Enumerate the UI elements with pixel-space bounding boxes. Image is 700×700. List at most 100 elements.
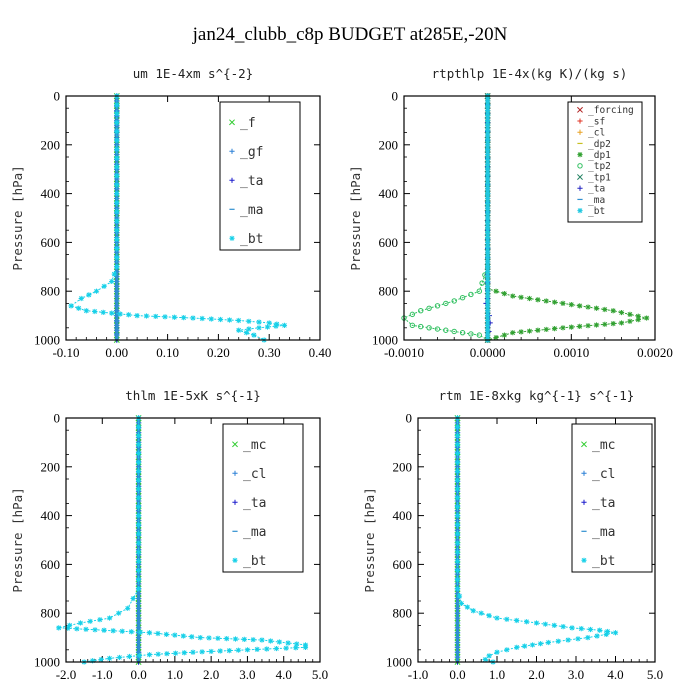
data-point: [610, 321, 616, 327]
data-point: [518, 294, 524, 300]
data-point: [486, 653, 492, 659]
data-point: [114, 120, 120, 126]
data-point: [456, 593, 463, 599]
legend-label: _dp1: [588, 150, 611, 161]
data-point: [454, 567, 461, 574]
data-point: [551, 622, 557, 628]
data-point: [114, 200, 120, 206]
data-point: [119, 628, 125, 634]
data-point: [485, 298, 491, 304]
data-point: [226, 317, 233, 323]
data-point: [246, 326, 252, 332]
data-point: [126, 312, 132, 318]
legend-label: _ta: [588, 184, 605, 195]
x-tick-label: 2.0: [203, 667, 219, 682]
data-point: [93, 288, 100, 294]
data-point: [485, 215, 491, 221]
series-line: [457, 418, 616, 663]
data-point: [593, 322, 600, 328]
data-point: [302, 644, 309, 650]
legend-box: [222, 423, 304, 573]
data-point: [246, 318, 252, 324]
legend-marker: [577, 208, 583, 214]
data-point: [409, 311, 416, 318]
data-point: [74, 626, 80, 632]
data-point: [485, 234, 491, 241]
data-point: [454, 450, 461, 457]
data-point: [454, 477, 461, 483]
plot-frame: [65, 95, 321, 341]
data-point: [485, 186, 491, 192]
data-point: [485, 239, 491, 245]
legend-marker: [577, 152, 583, 158]
data-point: [585, 304, 591, 310]
data-point: [485, 249, 491, 255]
data-point: [114, 191, 120, 197]
y-tick-label: 400: [41, 508, 61, 523]
data-point: [552, 299, 558, 305]
data-point: [264, 324, 271, 330]
legend-label: _ta: [240, 174, 263, 189]
y-tick-label: 600: [393, 557, 413, 572]
data-point: [485, 205, 491, 211]
data-point: [577, 323, 583, 330]
data-point: [83, 626, 89, 632]
data-point: [164, 651, 170, 657]
y-tick-label: 1000: [386, 655, 412, 670]
data-point: [155, 651, 161, 657]
data-point: [135, 459, 142, 465]
data-point: [130, 595, 136, 602]
y-tick-label: 800: [379, 284, 399, 299]
data-point: [526, 295, 533, 302]
data-point: [587, 626, 594, 633]
y-tick-label: 400: [379, 186, 399, 201]
legend-label: _cl: [243, 467, 266, 482]
data-point: [281, 322, 288, 328]
data-point: [568, 324, 574, 330]
data-point: [522, 643, 528, 649]
data-point: [172, 650, 179, 656]
data-point: [454, 549, 461, 555]
data-point: [135, 586, 142, 592]
data-point: [585, 323, 591, 329]
y-tick-label: 0: [54, 411, 61, 426]
data-point: [485, 293, 491, 299]
data-point: [524, 619, 530, 625]
data-point: [485, 147, 491, 153]
x-tick-label: 0.30: [258, 345, 281, 360]
data-point: [100, 309, 106, 315]
data-point: [111, 271, 117, 277]
data-point: [266, 320, 272, 326]
data-point: [605, 628, 611, 635]
data-point: [510, 293, 516, 299]
data-point: [485, 269, 491, 275]
data-point: [485, 264, 491, 270]
data-point: [56, 625, 62, 631]
data-point: [454, 504, 461, 510]
data-point: [106, 655, 113, 661]
data-point: [594, 633, 600, 639]
data-point: [459, 329, 466, 336]
data-point: [134, 313, 140, 319]
data-point: [77, 620, 84, 626]
data-point: [644, 315, 650, 321]
y-tick-label: 800: [41, 284, 61, 299]
legend-label: _sf: [588, 116, 605, 127]
data-point: [114, 245, 120, 252]
data-point: [409, 322, 416, 329]
data-point: [83, 308, 89, 314]
legend-box: [571, 423, 653, 573]
data-point: [552, 326, 558, 332]
data-point: [146, 630, 153, 636]
data-point: [114, 209, 120, 215]
data-point: [135, 424, 142, 430]
data-point: [485, 283, 491, 289]
legend-marker: [577, 106, 583, 113]
y-tick-label: 600: [41, 235, 61, 250]
data-point: [114, 111, 120, 117]
data-point: [627, 318, 633, 324]
data-point: [206, 635, 212, 641]
data-point: [268, 638, 274, 644]
data-point: [92, 308, 98, 315]
data-point: [493, 288, 499, 294]
